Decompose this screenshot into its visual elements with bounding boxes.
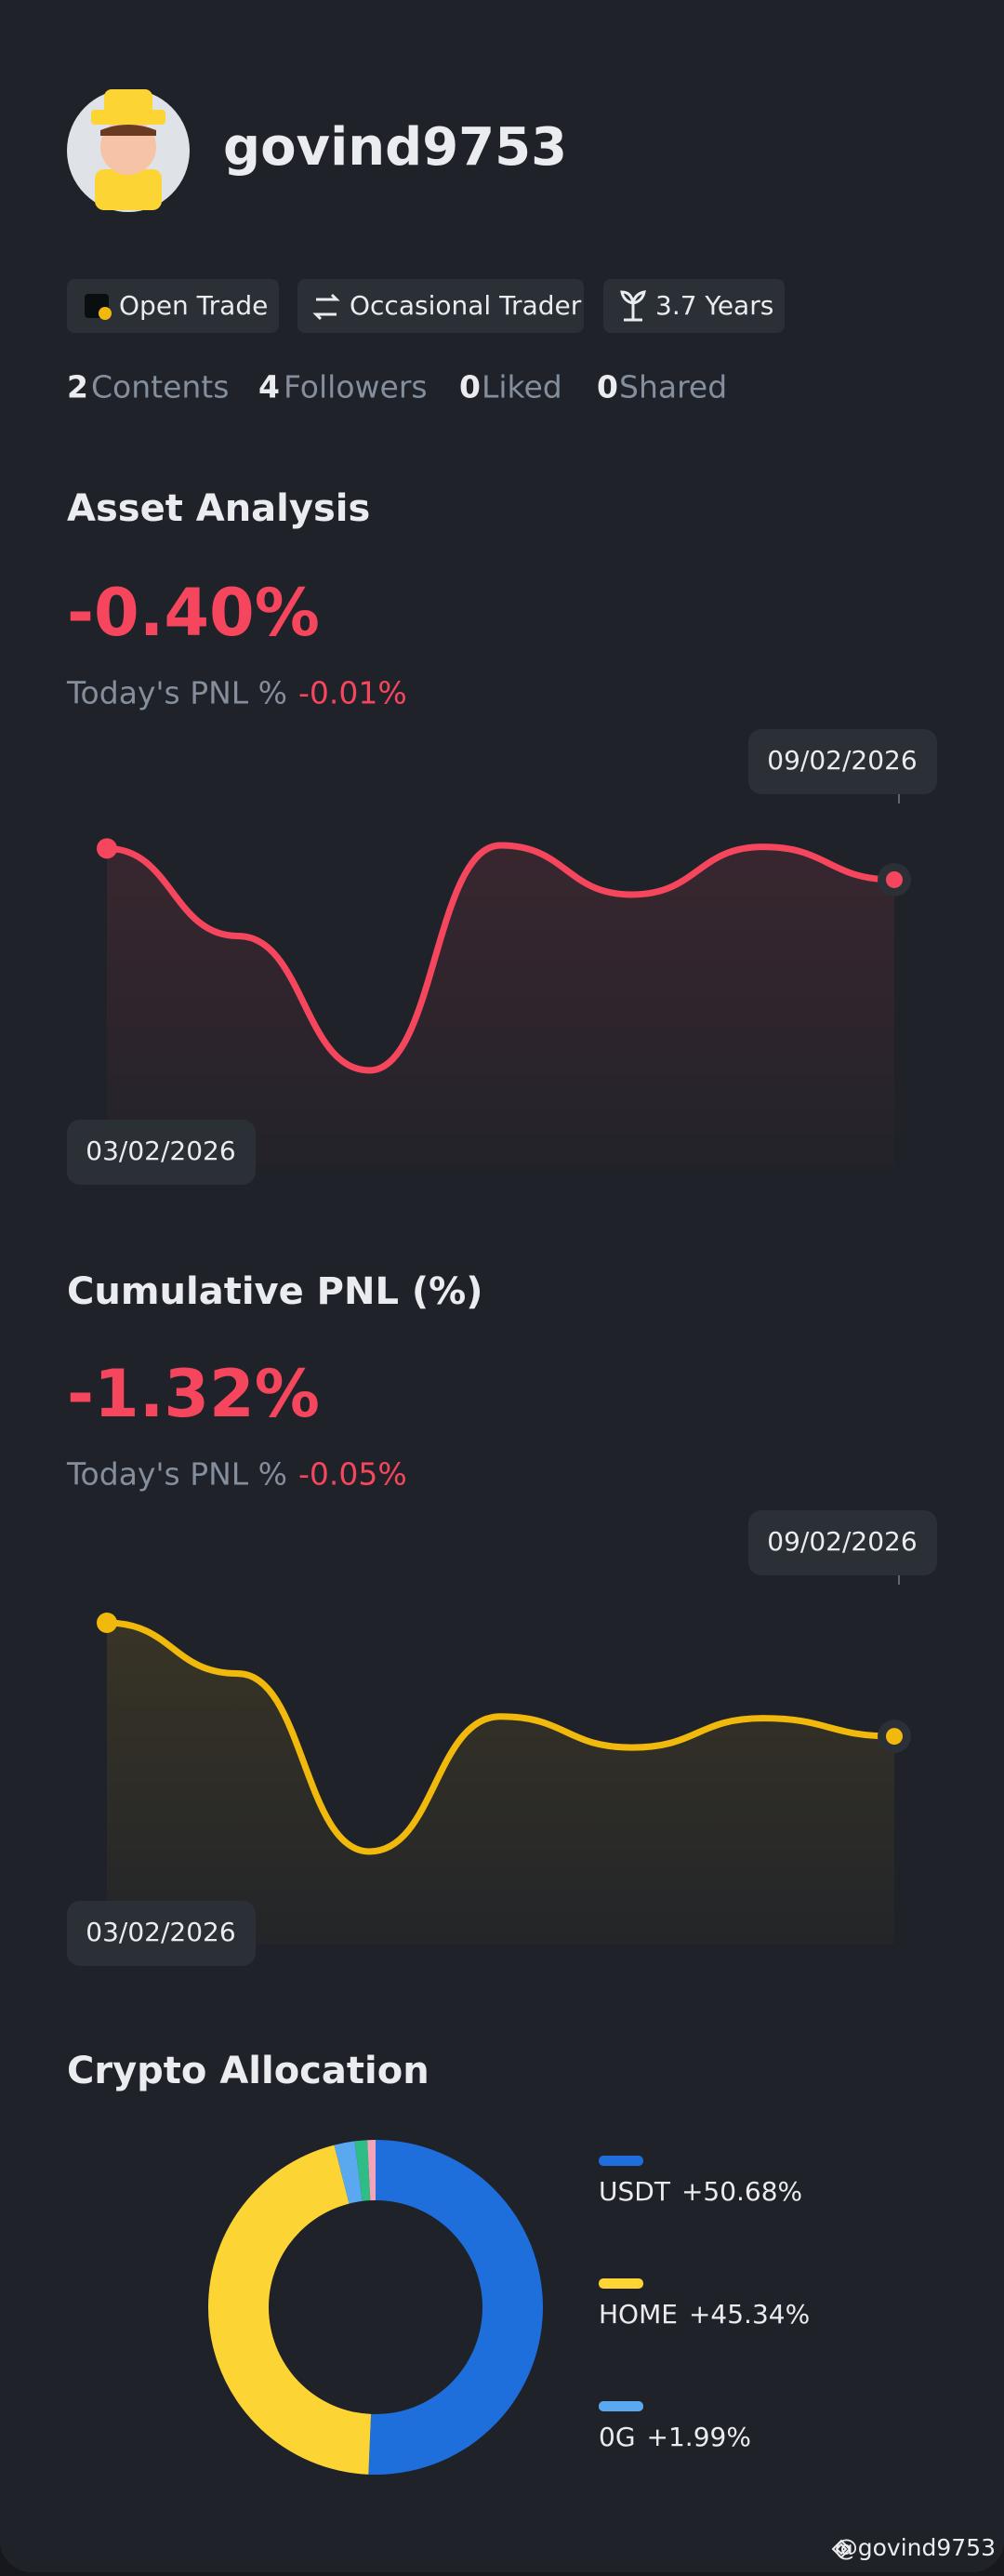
area [107, 845, 894, 1165]
legend-name: HOME [599, 2299, 678, 2330]
stat-count: 4 [258, 369, 280, 405]
start-dot [97, 838, 117, 859]
badge [297, 279, 584, 333]
card-top [0, 0, 1004, 93]
section-title: Crypto Allocation [67, 2050, 429, 2092]
badge-text: 3.7 Years [655, 290, 773, 321]
subtitle: Today's PNL % [66, 1456, 287, 1493]
stat-count: 2 [67, 369, 88, 405]
stat-count: 0 [459, 369, 481, 405]
legend-value: +45.34% [689, 2299, 810, 2330]
avatar [67, 89, 190, 212]
headline-pnl: -1.32% [67, 1356, 320, 1432]
tooltip [748, 729, 937, 794]
footer-handle: @govind9753 [835, 2534, 996, 2561]
section-title: Cumulative PNL (%) [67, 1270, 483, 1313]
area [107, 1623, 894, 1945]
donut-slice [354, 2140, 371, 2201]
footer-logo [831, 2539, 852, 2559]
badge [603, 279, 785, 333]
badge-icon [620, 290, 646, 322]
legend-name: USDT [599, 2176, 671, 2207]
username: govind9753 [223, 117, 567, 178]
start-date: 03/02/2026 [86, 1135, 235, 1166]
legend-swatch [599, 2401, 643, 2411]
section-title: Asset Analysis [67, 487, 370, 530]
today-pnl: -0.05% [298, 1456, 407, 1493]
legend-swatch [599, 2278, 643, 2289]
badge [67, 279, 279, 333]
headline-pnl: -0.40% [67, 575, 320, 651]
legend-swatch [599, 2156, 643, 2166]
start-date-box [67, 1120, 256, 1185]
tooltip-date: 09/02/2026 [767, 1526, 917, 1557]
subtitle: Today's PNL % [66, 675, 287, 711]
donut-slice [334, 2141, 363, 2204]
stat-label: Followers [284, 369, 428, 405]
stat-label: Liked [482, 369, 562, 405]
donut-slice [368, 2140, 544, 2476]
legend-value: +50.68% [681, 2176, 802, 2207]
stat-count: 0 [597, 369, 618, 405]
line [103, 842, 898, 1074]
start-date: 03/02/2026 [86, 1917, 235, 1947]
donut-slice [208, 2144, 372, 2475]
tooltip [748, 1510, 937, 1575]
legend-name: 0G [599, 2422, 636, 2452]
badge-icon [99, 307, 112, 320]
badge-icon [312, 293, 340, 321]
today-pnl: -0.01% [298, 675, 407, 711]
end-dot [886, 1728, 903, 1746]
legend-value: +1.99% [647, 2422, 751, 2452]
start-dot [97, 1613, 117, 1633]
stat-label: Shared [619, 369, 727, 405]
start-date-box [67, 1901, 256, 1966]
end-dot [886, 870, 903, 888]
stat-label: Contents [91, 369, 229, 405]
badge-text: Occasional Trader [350, 290, 582, 321]
tooltip-date: 09/02/2026 [767, 745, 917, 776]
badge-text: Open Trade [119, 290, 268, 321]
donut-slice [367, 2140, 376, 2201]
line [103, 1619, 898, 1855]
